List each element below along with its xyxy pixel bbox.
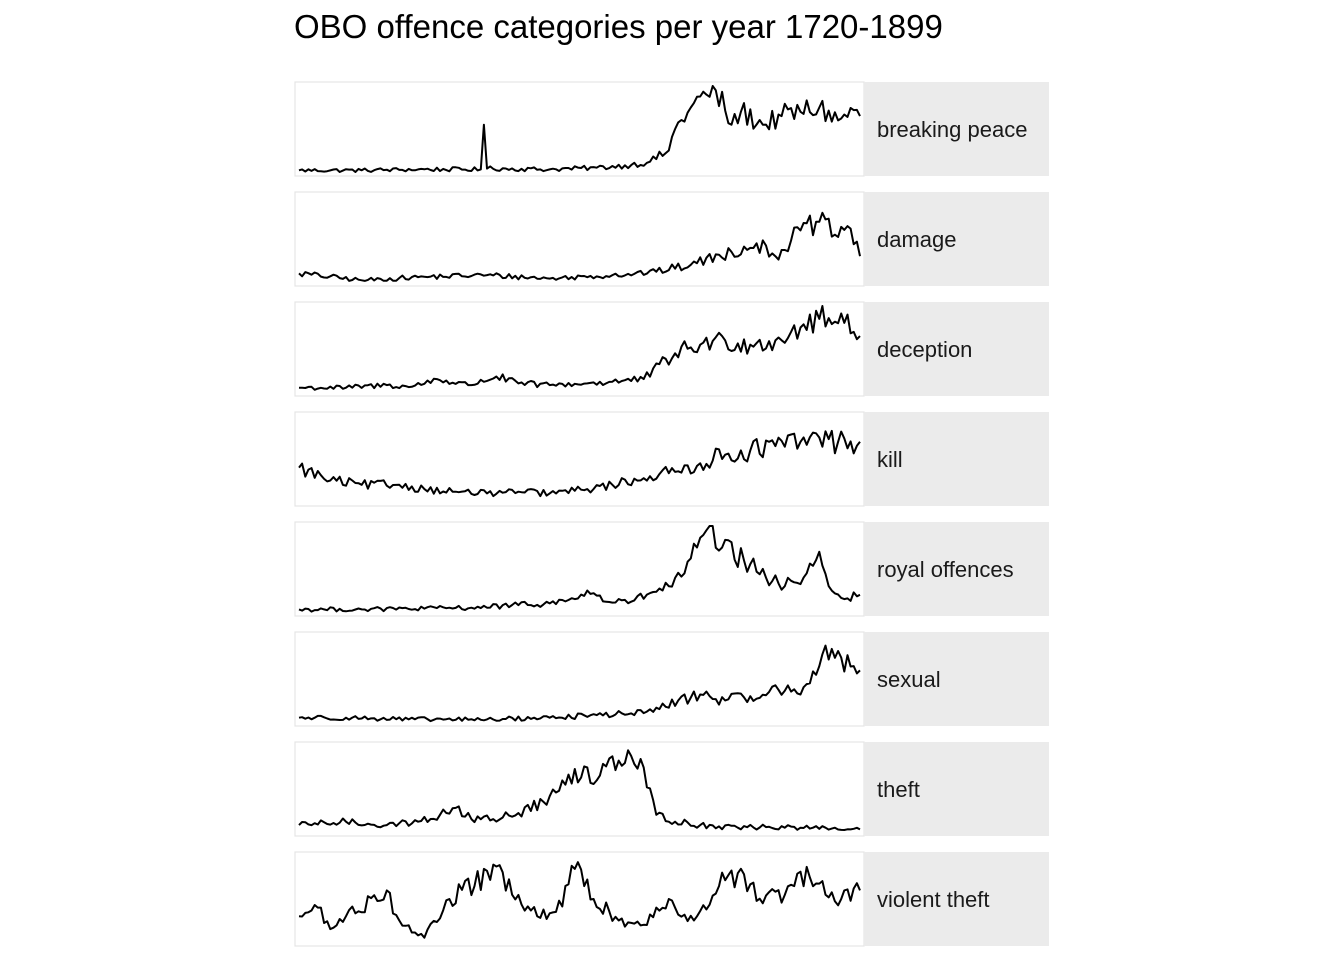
series-line (298, 85, 861, 173)
series-line (298, 644, 861, 723)
facet-strip (864, 82, 1049, 176)
facet-panel: damage (294, 191, 1049, 287)
series-line (298, 305, 861, 391)
facet-strip (864, 302, 1049, 396)
facet-label: damage (877, 227, 957, 252)
facet-panel: royal offences (294, 521, 1049, 617)
facet-strip (864, 192, 1049, 286)
facet-panel: deception (294, 301, 1049, 397)
facet-label: sexual (877, 667, 941, 692)
facet-strip (864, 632, 1049, 726)
chart-title: OBO offence categories per year 1720-189… (294, 8, 943, 45)
facet-strip (864, 412, 1049, 506)
panel-background (294, 741, 865, 837)
facet-label: breaking peace (877, 117, 1027, 142)
panel-background (294, 81, 865, 177)
facet-label: royal offences (877, 557, 1014, 582)
facet-strip (864, 742, 1049, 836)
series-line (298, 861, 861, 939)
series-line (298, 749, 861, 831)
series-line (298, 525, 861, 613)
facet-strip (864, 852, 1049, 946)
facet-label: kill (877, 447, 903, 472)
facet-panel: theft (294, 741, 1049, 837)
facet-strip (864, 522, 1049, 616)
facet-label: violent theft (877, 887, 990, 912)
panel-background (294, 521, 865, 617)
facet-label: theft (877, 777, 920, 802)
facet-panel: violent theft (294, 851, 1049, 947)
facet-panel: sexual (294, 631, 1049, 727)
panel-background (294, 631, 865, 727)
facet-label: deception (877, 337, 972, 362)
facet-panel: kill (294, 411, 1049, 507)
panel-background (294, 191, 865, 287)
series-line (298, 211, 861, 282)
series-line (298, 429, 861, 498)
panel-background (294, 411, 865, 507)
facet-panel: breaking peace (294, 81, 1049, 177)
panel-background (294, 301, 865, 397)
